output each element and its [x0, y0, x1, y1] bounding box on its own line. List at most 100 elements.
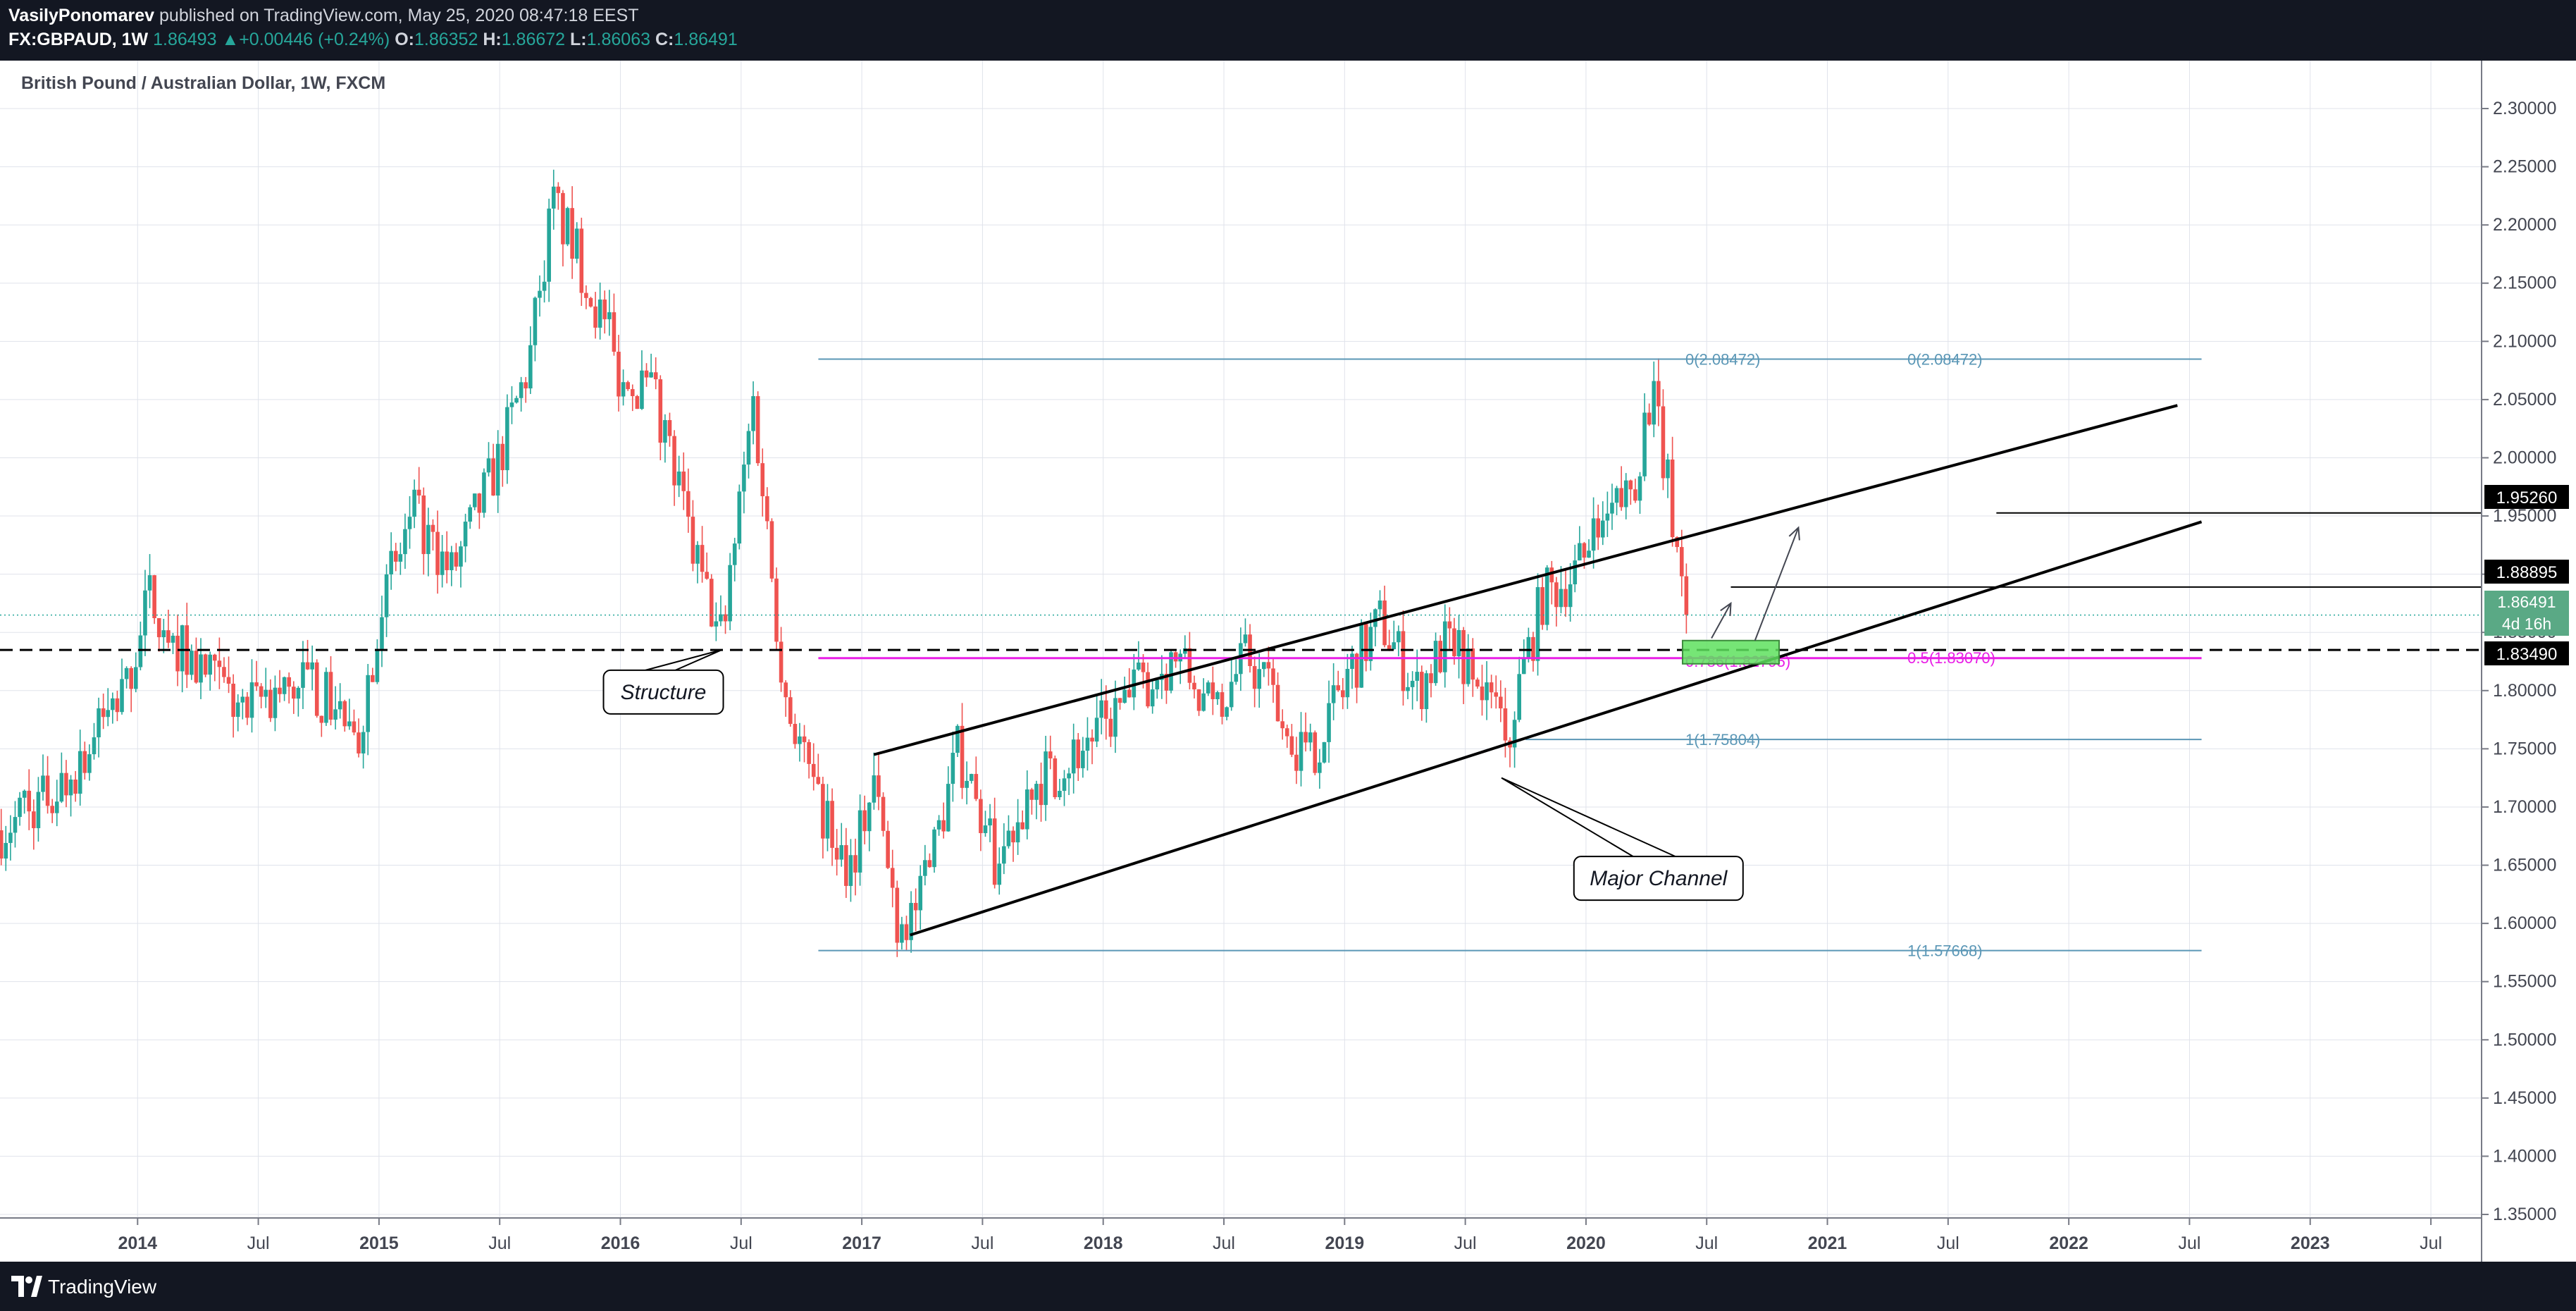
candle-body	[259, 686, 264, 697]
candle-body	[691, 517, 695, 564]
candle-body	[1637, 476, 1642, 501]
candle-body	[1475, 679, 1480, 687]
candle-body	[1354, 653, 1359, 688]
candle-body	[1535, 587, 1540, 661]
candle-body	[649, 372, 653, 378]
candle-body	[584, 293, 588, 298]
candle-body	[440, 551, 445, 575]
candle-body	[974, 774, 979, 799]
candle-body	[1146, 672, 1150, 707]
candle-body	[222, 667, 226, 677]
candle-body	[190, 651, 194, 675]
candle-body	[1456, 629, 1461, 657]
candle-body	[519, 382, 524, 398]
candle-body	[904, 924, 909, 940]
candle-body	[862, 810, 867, 832]
candle-body	[1397, 631, 1401, 643]
candle-body	[1015, 822, 1020, 843]
channel-lower-line[interactable]	[910, 520, 2203, 937]
candle-body	[314, 662, 319, 716]
x-tick-label: Jul	[1213, 1233, 1235, 1253]
x-tick-label: 2018	[1084, 1233, 1123, 1253]
candle-body	[960, 725, 965, 788]
fib-magenta-label: 0.5(1.83070)	[1907, 649, 1995, 667]
candle-body	[538, 290, 542, 298]
candle-body	[950, 753, 955, 784]
x-tick-label: 2016	[601, 1233, 640, 1253]
candle-body	[681, 472, 686, 491]
candle-body	[1067, 773, 1071, 779]
candle-body	[900, 924, 904, 943]
candle-body	[1085, 737, 1090, 751]
candle-body	[217, 660, 222, 667]
candle-body	[1578, 543, 1582, 561]
candle-body	[1670, 459, 1675, 538]
candle-body	[1642, 412, 1647, 476]
candle-body	[936, 820, 941, 830]
candle-body	[834, 847, 839, 860]
candle-body	[612, 312, 617, 352]
author-name[interactable]: VasilyPonomarev	[8, 6, 155, 25]
price-chart[interactable]: 0(2.08472) 1(1.75804) 1(1.57668) 0(2.08472)…	[0, 61, 2576, 1262]
callout-box[interactable]	[1573, 856, 1744, 901]
fib-level-label: 0(2.08472)	[1907, 351, 1982, 369]
candle-body	[1062, 778, 1067, 792]
candle-body	[793, 724, 798, 744]
candle-body	[1605, 513, 1610, 521]
candle-body	[672, 436, 676, 486]
candle-body	[1614, 488, 1619, 503]
candle-body	[111, 698, 115, 710]
candle-body	[1201, 693, 1206, 711]
y-tick-label: 2.30000	[2493, 99, 2556, 118]
candle-body	[1113, 698, 1117, 737]
candle-body	[403, 529, 407, 555]
brand-name[interactable]: TradingView	[48, 1276, 157, 1298]
candle-body	[932, 829, 936, 868]
candle-body	[361, 732, 366, 753]
x-tick-label: 2023	[2291, 1233, 2330, 1253]
candle-body	[133, 667, 138, 689]
candle-body	[254, 682, 259, 687]
candle-body	[454, 552, 459, 567]
symbol-label[interactable]: FX:GBPAUD, 1W	[8, 30, 149, 49]
candle-body	[1284, 728, 1289, 737]
candle-body	[877, 775, 881, 797]
callout-box[interactable]	[602, 669, 724, 715]
candle-body	[0, 830, 4, 859]
projection-arrow-long[interactable]	[1754, 527, 1800, 641]
candle-body	[226, 677, 231, 684]
candle-body	[1503, 708, 1508, 741]
candle-body	[946, 784, 950, 832]
x-tick-label: Jul	[971, 1233, 993, 1253]
buy-zone-rect[interactable]	[1681, 639, 1781, 665]
candle-body	[1215, 692, 1220, 699]
candle-body	[872, 775, 877, 803]
candle-body	[50, 806, 54, 813]
candle-body	[371, 675, 375, 682]
y-tick-label: 1.80000	[2493, 681, 2556, 701]
candle-body	[1512, 720, 1517, 748]
y-tick-label: 1.65000	[2493, 856, 2556, 875]
tradingview-logo-icon[interactable]	[10, 1273, 42, 1300]
candle-body	[319, 715, 324, 723]
candle-body	[509, 402, 514, 407]
candle-body	[1377, 600, 1382, 610]
candle-body	[1094, 718, 1099, 742]
candle-body	[524, 382, 528, 389]
time-axis[interactable]: 2014 Jul 2015 Jul 2016 Jul 2017 Jul 2018 Jul 2019 J…	[118, 1218, 2442, 1253]
candle-body	[1294, 754, 1299, 771]
projection-arrow-short[interactable]	[1711, 603, 1732, 639]
channel-upper-line[interactable]	[873, 404, 2178, 756]
candle-body	[1173, 652, 1178, 662]
candle-body	[310, 662, 314, 670]
candle-body	[407, 517, 412, 529]
candle-body	[1011, 830, 1015, 843]
candle-body	[129, 667, 133, 689]
y-tick-label: 2.15000	[2493, 273, 2556, 293]
candle-body	[1234, 674, 1239, 682]
candle-body	[765, 496, 769, 522]
candle-body	[120, 679, 124, 713]
candle-body	[1099, 700, 1104, 718]
candle-body	[751, 396, 755, 431]
price-axis[interactable]: 2.30000 2.25000 2.20000 2.15000 2.10000 2.050…	[2482, 99, 2556, 1224]
